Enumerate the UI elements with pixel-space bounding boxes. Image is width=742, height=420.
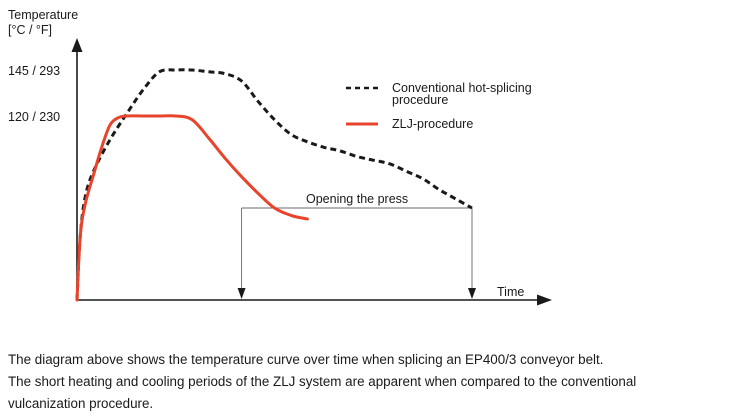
y-axis-arrowhead (71, 38, 83, 52)
legend: Conventional hot-splicing procedure ZLJ-… (346, 81, 532, 131)
drop-arrow-zlj (237, 288, 246, 299)
series-line-zlj (75, 114, 309, 302)
legend-label-conventional-line2: procedure (392, 93, 448, 107)
y-axis-label: Temperature (8, 8, 78, 22)
x-axis-arrowhead (537, 294, 552, 306)
caption-line-2: The short heating and cooling periods of… (8, 374, 637, 389)
y-tick-label: 120 / 230 (8, 110, 60, 124)
drop-arrow-conventional (468, 288, 476, 299)
legend-label-conventional-line1: Conventional hot-splicing (392, 81, 532, 95)
y-tick-label: 145 / 293 (8, 64, 60, 78)
x-axis-label: Time (497, 285, 524, 299)
caption-line-3: vulcanization procedure. (8, 396, 154, 411)
y-tick-labels: 145 / 293 120 / 230 (8, 64, 60, 124)
series-layer (75, 68, 473, 302)
opening-press-annotation: Opening the press (237, 192, 476, 299)
series-line-conventional (75, 68, 473, 301)
temperature-time-chart: Temperature [°C / °F] Time 145 / 293 120 … (8, 8, 552, 306)
opening-press-label: Opening the press (306, 192, 408, 206)
caption-line-1: The diagram above shows the temperature … (8, 352, 604, 367)
y-axis-unit-label: [°C / °F] (8, 23, 52, 37)
legend-label-zlj: ZLJ-procedure (392, 117, 473, 131)
